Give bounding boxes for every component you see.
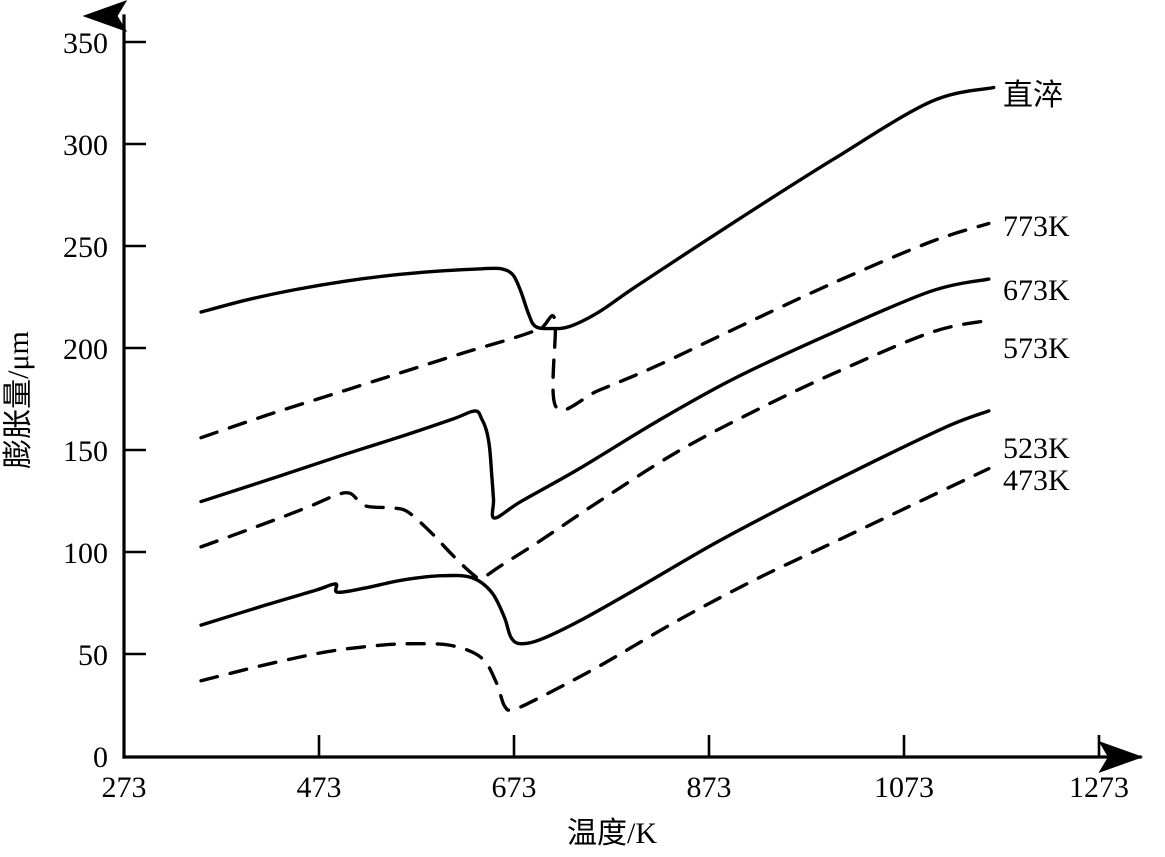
series-label-523K: 523K: [1003, 432, 1070, 465]
series-label-573K: 573K: [1003, 332, 1070, 365]
x-tick-label-1273: 1273: [1069, 771, 1129, 804]
y-axis-title: 膨胀量/μm: [2, 331, 35, 469]
curve-523K: [199, 409, 991, 646]
curve-473K: [199, 466, 991, 712]
y-axis-ticks: [124, 40, 146, 656]
x-tick-label-873: 873: [687, 771, 732, 804]
y-tick-label-300: 300: [63, 129, 108, 162]
series-label-直淬: 直淬: [1003, 79, 1063, 112]
x-tick-label-473: 473: [297, 771, 342, 804]
curve-直淬: [199, 85, 996, 331]
y-tick-label-250: 250: [63, 231, 108, 264]
y-tick-label-100: 100: [63, 537, 108, 570]
axis-lines: [82, 0, 1144, 773]
curve-673K: [199, 277, 991, 520]
y-tick-label-0: 0: [93, 741, 108, 774]
curve-573K: [199, 318, 991, 580]
series-label-473K: 473K: [1003, 464, 1070, 497]
curve-series-group: [199, 85, 996, 712]
x-axis-title: 温度/K: [567, 817, 657, 850]
y-tick-label-150: 150: [63, 435, 108, 468]
series-label-773K: 773K: [1003, 210, 1070, 243]
x-tick-label-1073: 1073: [874, 771, 934, 804]
x-tick-label-273: 273: [102, 771, 147, 804]
x-axis-tick-labels: 273 473 673 873 1073 1273: [102, 771, 1130, 804]
y-tick-label-50: 50: [78, 639, 108, 672]
x-axis-ticks: [317, 735, 1101, 757]
curve-773K: [199, 221, 991, 440]
x-tick-label-673: 673: [492, 771, 537, 804]
y-tick-label-200: 200: [63, 333, 108, 366]
y-tick-label-350: 350: [63, 27, 108, 60]
y-axis-tick-labels: 350 300 250 200 150 100 50 0: [63, 27, 108, 774]
series-label-673K: 673K: [1003, 274, 1070, 307]
